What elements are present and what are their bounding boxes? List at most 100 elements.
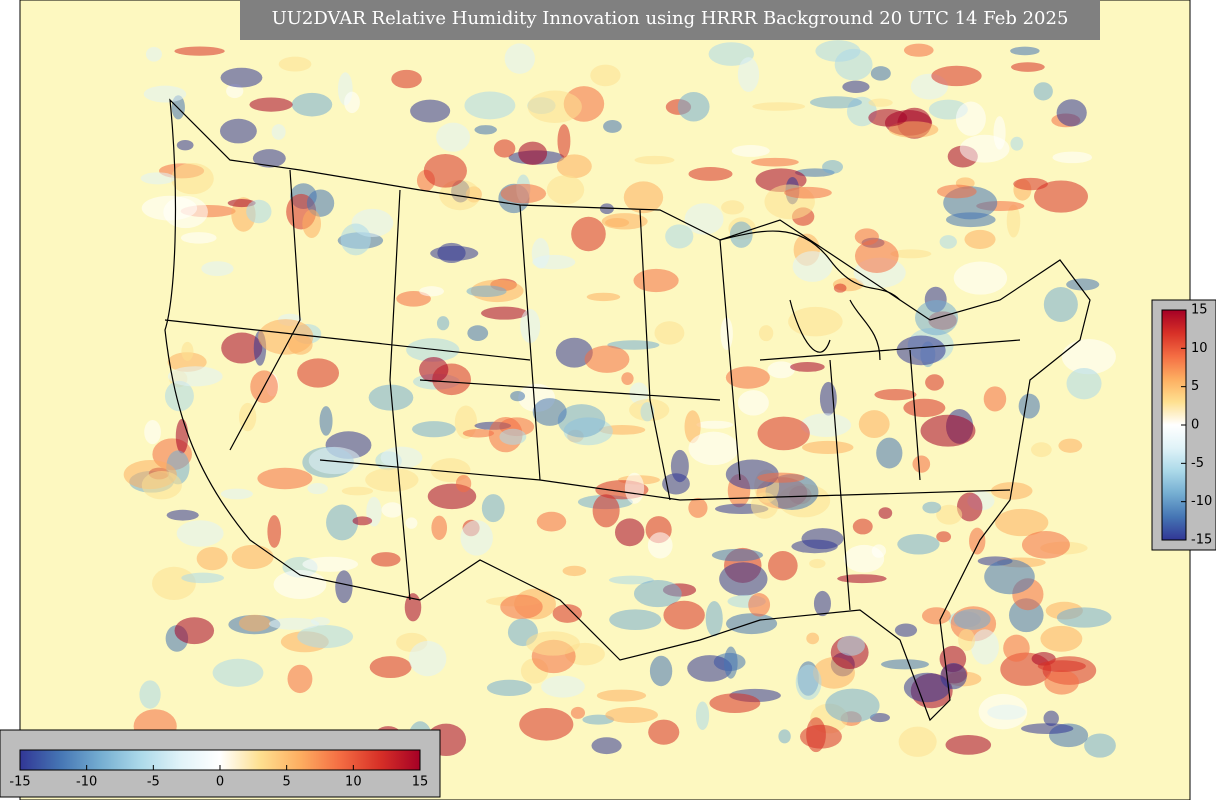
field-blob [964, 229, 996, 249]
field-blob [955, 101, 986, 136]
field-blob [408, 640, 447, 677]
field-blob [871, 544, 886, 558]
field-blob [1010, 62, 1045, 72]
field-blob [922, 501, 942, 514]
colorbar-tick-label: 15 [1191, 303, 1208, 318]
field-blob [297, 358, 340, 388]
field-blob [307, 482, 328, 495]
field-blob [231, 544, 274, 570]
field-blob [654, 321, 685, 345]
field-blob [607, 340, 660, 350]
field-blob [624, 472, 645, 504]
field-blob [767, 361, 795, 379]
field-blob [1010, 46, 1040, 56]
field-blob [813, 590, 831, 617]
colorbar-tick-label: 15 [412, 775, 429, 790]
field-blob [778, 729, 791, 744]
field-blob [436, 122, 471, 152]
field-blob [352, 516, 373, 526]
field-blob [1006, 204, 1021, 238]
field-blob [455, 475, 472, 493]
field-blob [405, 517, 418, 529]
colorbar-tick-label: 5 [1191, 379, 1199, 394]
field-blob [519, 708, 574, 741]
field-blob [582, 714, 615, 725]
field-blob [163, 195, 208, 229]
field-blob [792, 251, 833, 282]
field-blob [584, 345, 630, 373]
field-blob [876, 437, 903, 469]
map-title: UU2DVAR Relative Humidity Innovation usi… [272, 8, 1069, 29]
field-blob [705, 601, 723, 637]
field-blob [757, 472, 805, 483]
field-blob [806, 717, 826, 753]
field-blob [903, 43, 934, 57]
field-blob [751, 157, 799, 167]
field-blob [1084, 733, 1116, 758]
field-blob [212, 658, 264, 687]
field-blob [180, 232, 217, 244]
field-blob [603, 120, 622, 133]
field-blob [903, 398, 946, 418]
field-blob [788, 306, 843, 337]
field-blob [174, 46, 225, 56]
field-blob [527, 90, 582, 123]
field-blob [825, 688, 880, 723]
field-blob [711, 548, 764, 562]
field-blob [571, 216, 606, 252]
field-blob [140, 172, 175, 185]
field-blob [945, 735, 992, 755]
field-blob [291, 92, 333, 117]
field-blob [460, 520, 493, 556]
colorbar-tick-label: 10 [345, 775, 362, 790]
field-blob [920, 414, 976, 447]
field-blob [531, 238, 550, 269]
field-blob [201, 261, 234, 277]
field-blob [959, 134, 1010, 163]
field-blob [719, 562, 768, 596]
field-blob [1033, 82, 1053, 101]
field-blob [1040, 625, 1083, 652]
field-blob [898, 726, 937, 757]
field-blob [139, 680, 161, 709]
field-blob [868, 108, 908, 127]
field-blob [1052, 151, 1093, 164]
field-blob [220, 488, 253, 500]
field-blob [791, 539, 838, 554]
field-blob [837, 574, 887, 584]
field-blob [591, 737, 622, 755]
field-blob [562, 565, 587, 577]
field-blob [297, 624, 354, 649]
field-blob [174, 617, 215, 645]
field-blob [1044, 670, 1079, 695]
field-blob [750, 492, 779, 519]
field-blob [737, 390, 769, 416]
field-blob [176, 520, 224, 547]
field-blob [246, 199, 272, 224]
field-blob [757, 416, 810, 451]
field-blob [888, 121, 939, 138]
field-blob [837, 635, 865, 656]
field-blob [196, 546, 228, 571]
field-blob [647, 532, 673, 559]
field-blob [302, 556, 359, 572]
field-blob [599, 203, 614, 215]
field-blob [983, 386, 1007, 412]
field-blob [720, 317, 733, 351]
field-blob [623, 181, 664, 214]
field-blob [688, 167, 733, 181]
field-blob [1010, 136, 1024, 151]
field-blob [956, 492, 983, 522]
field-blob [486, 679, 532, 697]
field-blob [152, 566, 196, 600]
field-blob [936, 504, 963, 525]
field-blob [634, 155, 675, 165]
field-blob [1003, 634, 1030, 662]
colorbar-tick-label: -15 [1191, 533, 1212, 548]
field-blob [696, 420, 734, 429]
field-blob [557, 124, 571, 158]
field-blob [677, 91, 710, 122]
field-blob [880, 659, 930, 670]
field-blob [504, 43, 535, 74]
